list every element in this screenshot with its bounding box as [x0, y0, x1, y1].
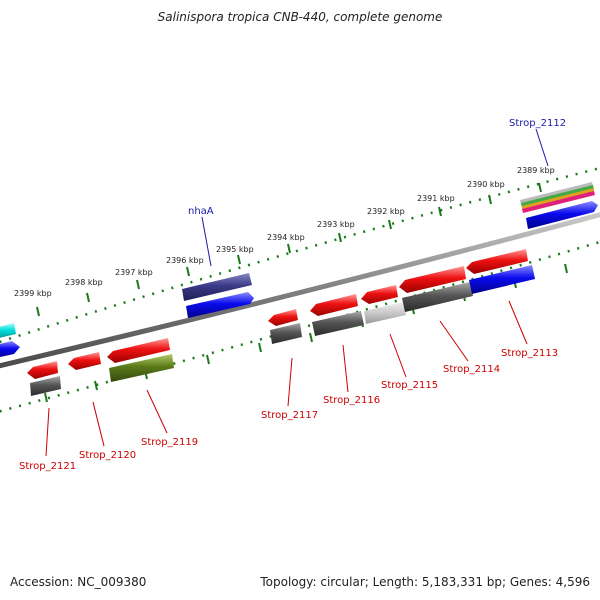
ruler-tick	[44, 392, 48, 403]
map-title: Salinispora tropica CNB-440, complete ge…	[157, 10, 443, 24]
ruler-tick	[388, 219, 392, 230]
gene-arrow	[399, 266, 466, 293]
ruler-label: 2392 kbp	[367, 207, 405, 216]
leader-line	[389, 333, 407, 378]
ruler-tick	[94, 380, 98, 391]
gene-arrow	[270, 323, 302, 344]
gene-arrow	[312, 311, 364, 336]
leader-line	[287, 357, 293, 407]
gene-arrow	[68, 352, 101, 370]
gene-label-strop-2119[interactable]: Strop_2119	[141, 437, 198, 448]
ruler-label: 2395 kbp	[216, 245, 254, 254]
genome-summary-text: Topology: circular; Length: 5,183,331 bp…	[260, 575, 590, 589]
gene-arrow	[107, 338, 170, 363]
leader-line	[92, 401, 105, 447]
gene-arrow	[364, 302, 406, 324]
ruler-tick	[136, 279, 140, 290]
gene-arrow	[466, 249, 528, 274]
ruler-tick	[36, 306, 40, 317]
gene-arrow	[109, 354, 174, 382]
accession-text: Accession: NC_009380	[10, 575, 147, 589]
ruler-label: 2396 kbp	[166, 256, 204, 265]
gene-label-strop-2120[interactable]: Strop_2120	[79, 450, 136, 461]
ruler-tick	[438, 206, 442, 217]
ruler-label: 2394 kbp	[267, 233, 305, 242]
gene-label-strop-2116[interactable]: Strop_2116	[323, 395, 380, 406]
leader-line	[342, 344, 349, 393]
ruler-label: 2399 kbp	[14, 289, 52, 298]
leader-line	[439, 320, 469, 362]
leader-line	[201, 216, 212, 267]
ruler-tick	[488, 194, 492, 205]
gene-arrow	[0, 323, 16, 338]
forward-genes	[0, 182, 598, 357]
ruler-tick	[287, 243, 291, 254]
gene-arrow	[402, 282, 473, 312]
genome-backbone	[0, 212, 600, 369]
ruler-tick	[258, 342, 262, 353]
ruler-tick	[338, 232, 342, 243]
ruler-tick	[86, 292, 90, 303]
gene-label-strop-2121[interactable]: Strop_2121	[19, 461, 76, 472]
ruler-label: 2389 kbp	[517, 166, 555, 175]
reverse-genes	[27, 249, 535, 396]
ruler-tick	[538, 182, 542, 193]
gene-arrow	[361, 285, 398, 304]
inner-ruler	[0, 240, 600, 413]
gene-arrow	[30, 376, 61, 396]
gene-label-strop-2112[interactable]: Strop_2112	[509, 118, 566, 129]
gene-feature	[522, 191, 595, 213]
gene-label-strop-2113[interactable]: Strop_2113	[501, 348, 558, 359]
gene-label-strop-2115[interactable]: Strop_2115	[381, 380, 438, 391]
ruler-label: 2397 kbp	[115, 268, 153, 277]
gene-arrow	[182, 273, 252, 301]
leader-line	[535, 128, 549, 167]
ruler-tick	[309, 332, 313, 343]
gene-arrow	[27, 361, 58, 379]
ruler-label: 2393 kbp	[317, 220, 355, 229]
ruler-tick	[206, 354, 210, 365]
ruler-label: 2391 kbp	[417, 194, 455, 203]
ruler-label: 2390 kbp	[467, 180, 505, 189]
ruler-tick	[186, 266, 190, 277]
ruler-label: 2398 kbp	[65, 278, 103, 287]
leader-line	[508, 300, 528, 345]
gene-label-nhaA[interactable]: nhaA	[188, 206, 214, 217]
gene-arrow	[0, 341, 20, 357]
outer-ruler	[0, 166, 600, 344]
leader-line	[146, 389, 168, 434]
ruler-tick	[237, 254, 241, 265]
ruler-tick	[564, 263, 568, 274]
gene-arrow	[526, 201, 598, 229]
gene-label-strop-2114[interactable]: Strop_2114	[443, 364, 500, 375]
leader-line	[45, 407, 50, 457]
outer-ruler-ticks	[36, 182, 542, 317]
gene-arrow	[268, 309, 298, 326]
gene-arrow	[310, 294, 358, 316]
gene-label-strop-2117[interactable]: Strop_2117	[261, 410, 318, 421]
gene-arrow	[186, 292, 254, 318]
gene-arrow	[469, 265, 535, 294]
